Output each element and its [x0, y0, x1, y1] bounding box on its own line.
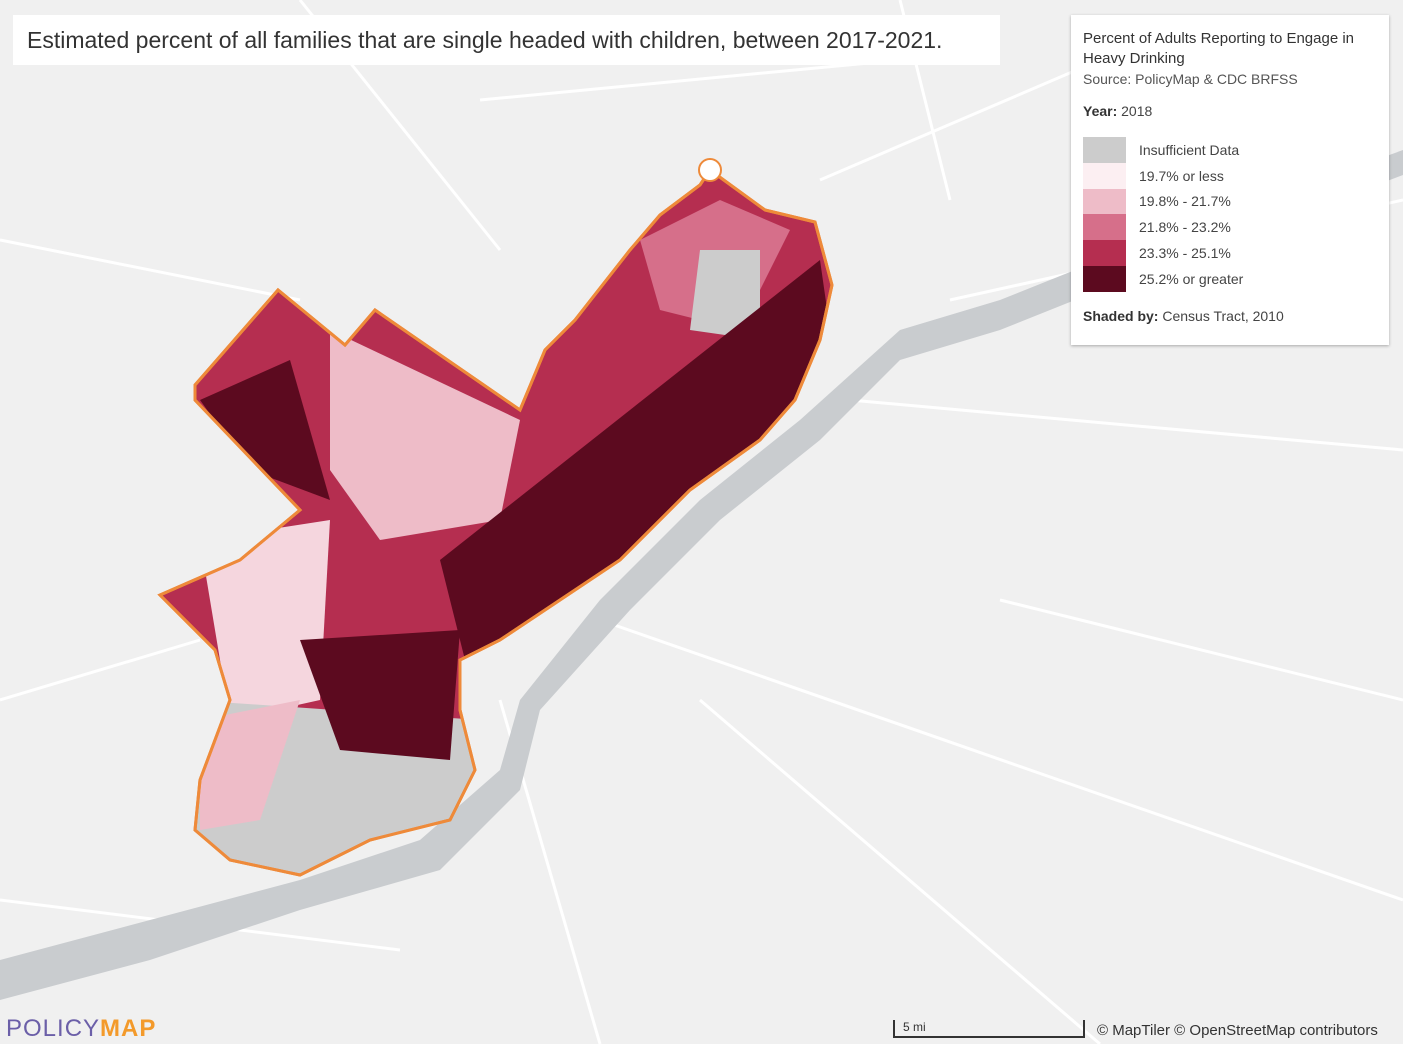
legend-title: Percent of Adults Reporting to Engage in… — [1083, 30, 1355, 67]
shaded-by-label: Shaded by: — [1083, 307, 1159, 324]
legend-label: Insufficient Data — [1139, 141, 1240, 158]
legend-item: 23.3% - 25.1% — [1083, 240, 1377, 266]
legend-item: 21.8% - 23.2% — [1083, 214, 1377, 241]
legend: Percent of Adults Reporting to Engage in… — [1071, 15, 1389, 345]
legend-item: 25.2% or greater — [1083, 265, 1377, 292]
legend-label: 19.7% or less — [1139, 167, 1224, 184]
legend-year: Year: 2018 — [1083, 103, 1377, 119]
legend-item: 19.7% or less — [1083, 162, 1377, 189]
legend-swatch — [1083, 188, 1126, 215]
legend-label: 23.3% - 25.1% — [1139, 245, 1231, 262]
legend-label: 25.2% or greater — [1139, 270, 1244, 287]
legend-label: 19.8% - 21.7% — [1139, 193, 1231, 210]
logo-left: POLICY — [6, 1015, 101, 1042]
shaded-by-value: Census Tract, 2010 — [1162, 307, 1284, 324]
legend-item: 19.8% - 21.7% — [1083, 188, 1377, 215]
year-label: Year: — [1083, 103, 1118, 119]
legend-swatch — [1083, 137, 1126, 163]
legend-shaded-by: Shaded by: Census Tract, 2010 — [1083, 308, 1377, 324]
legend-swatch — [1083, 240, 1126, 266]
map-title: Estimated percent of all families that a… — [13, 15, 1000, 65]
legend-items: Insufficient Data 19.7% or less 19.8% - 21… — [1083, 137, 1377, 292]
logo[interactable]: POLICYMAP — [6, 1015, 156, 1043]
legend-source: Source: PolicyMap & CDC BRFSS — [1083, 71, 1298, 87]
scale-bar: 5 mi — [893, 1020, 1085, 1038]
legend-swatch — [1083, 162, 1126, 189]
legend-label: 21.8% - 23.2% — [1139, 219, 1231, 236]
map-marker[interactable] — [698, 158, 722, 182]
attribution[interactable]: © MapTiler © OpenStreetMap contributors — [1097, 1022, 1378, 1039]
legend-swatch — [1083, 214, 1126, 241]
city-outline — [157, 167, 834, 877]
year-value: 2018 — [1121, 103, 1153, 119]
legend-swatch — [1083, 265, 1126, 292]
logo-right: MAP — [100, 1015, 157, 1042]
legend-item: Insufficient Data — [1083, 137, 1377, 163]
